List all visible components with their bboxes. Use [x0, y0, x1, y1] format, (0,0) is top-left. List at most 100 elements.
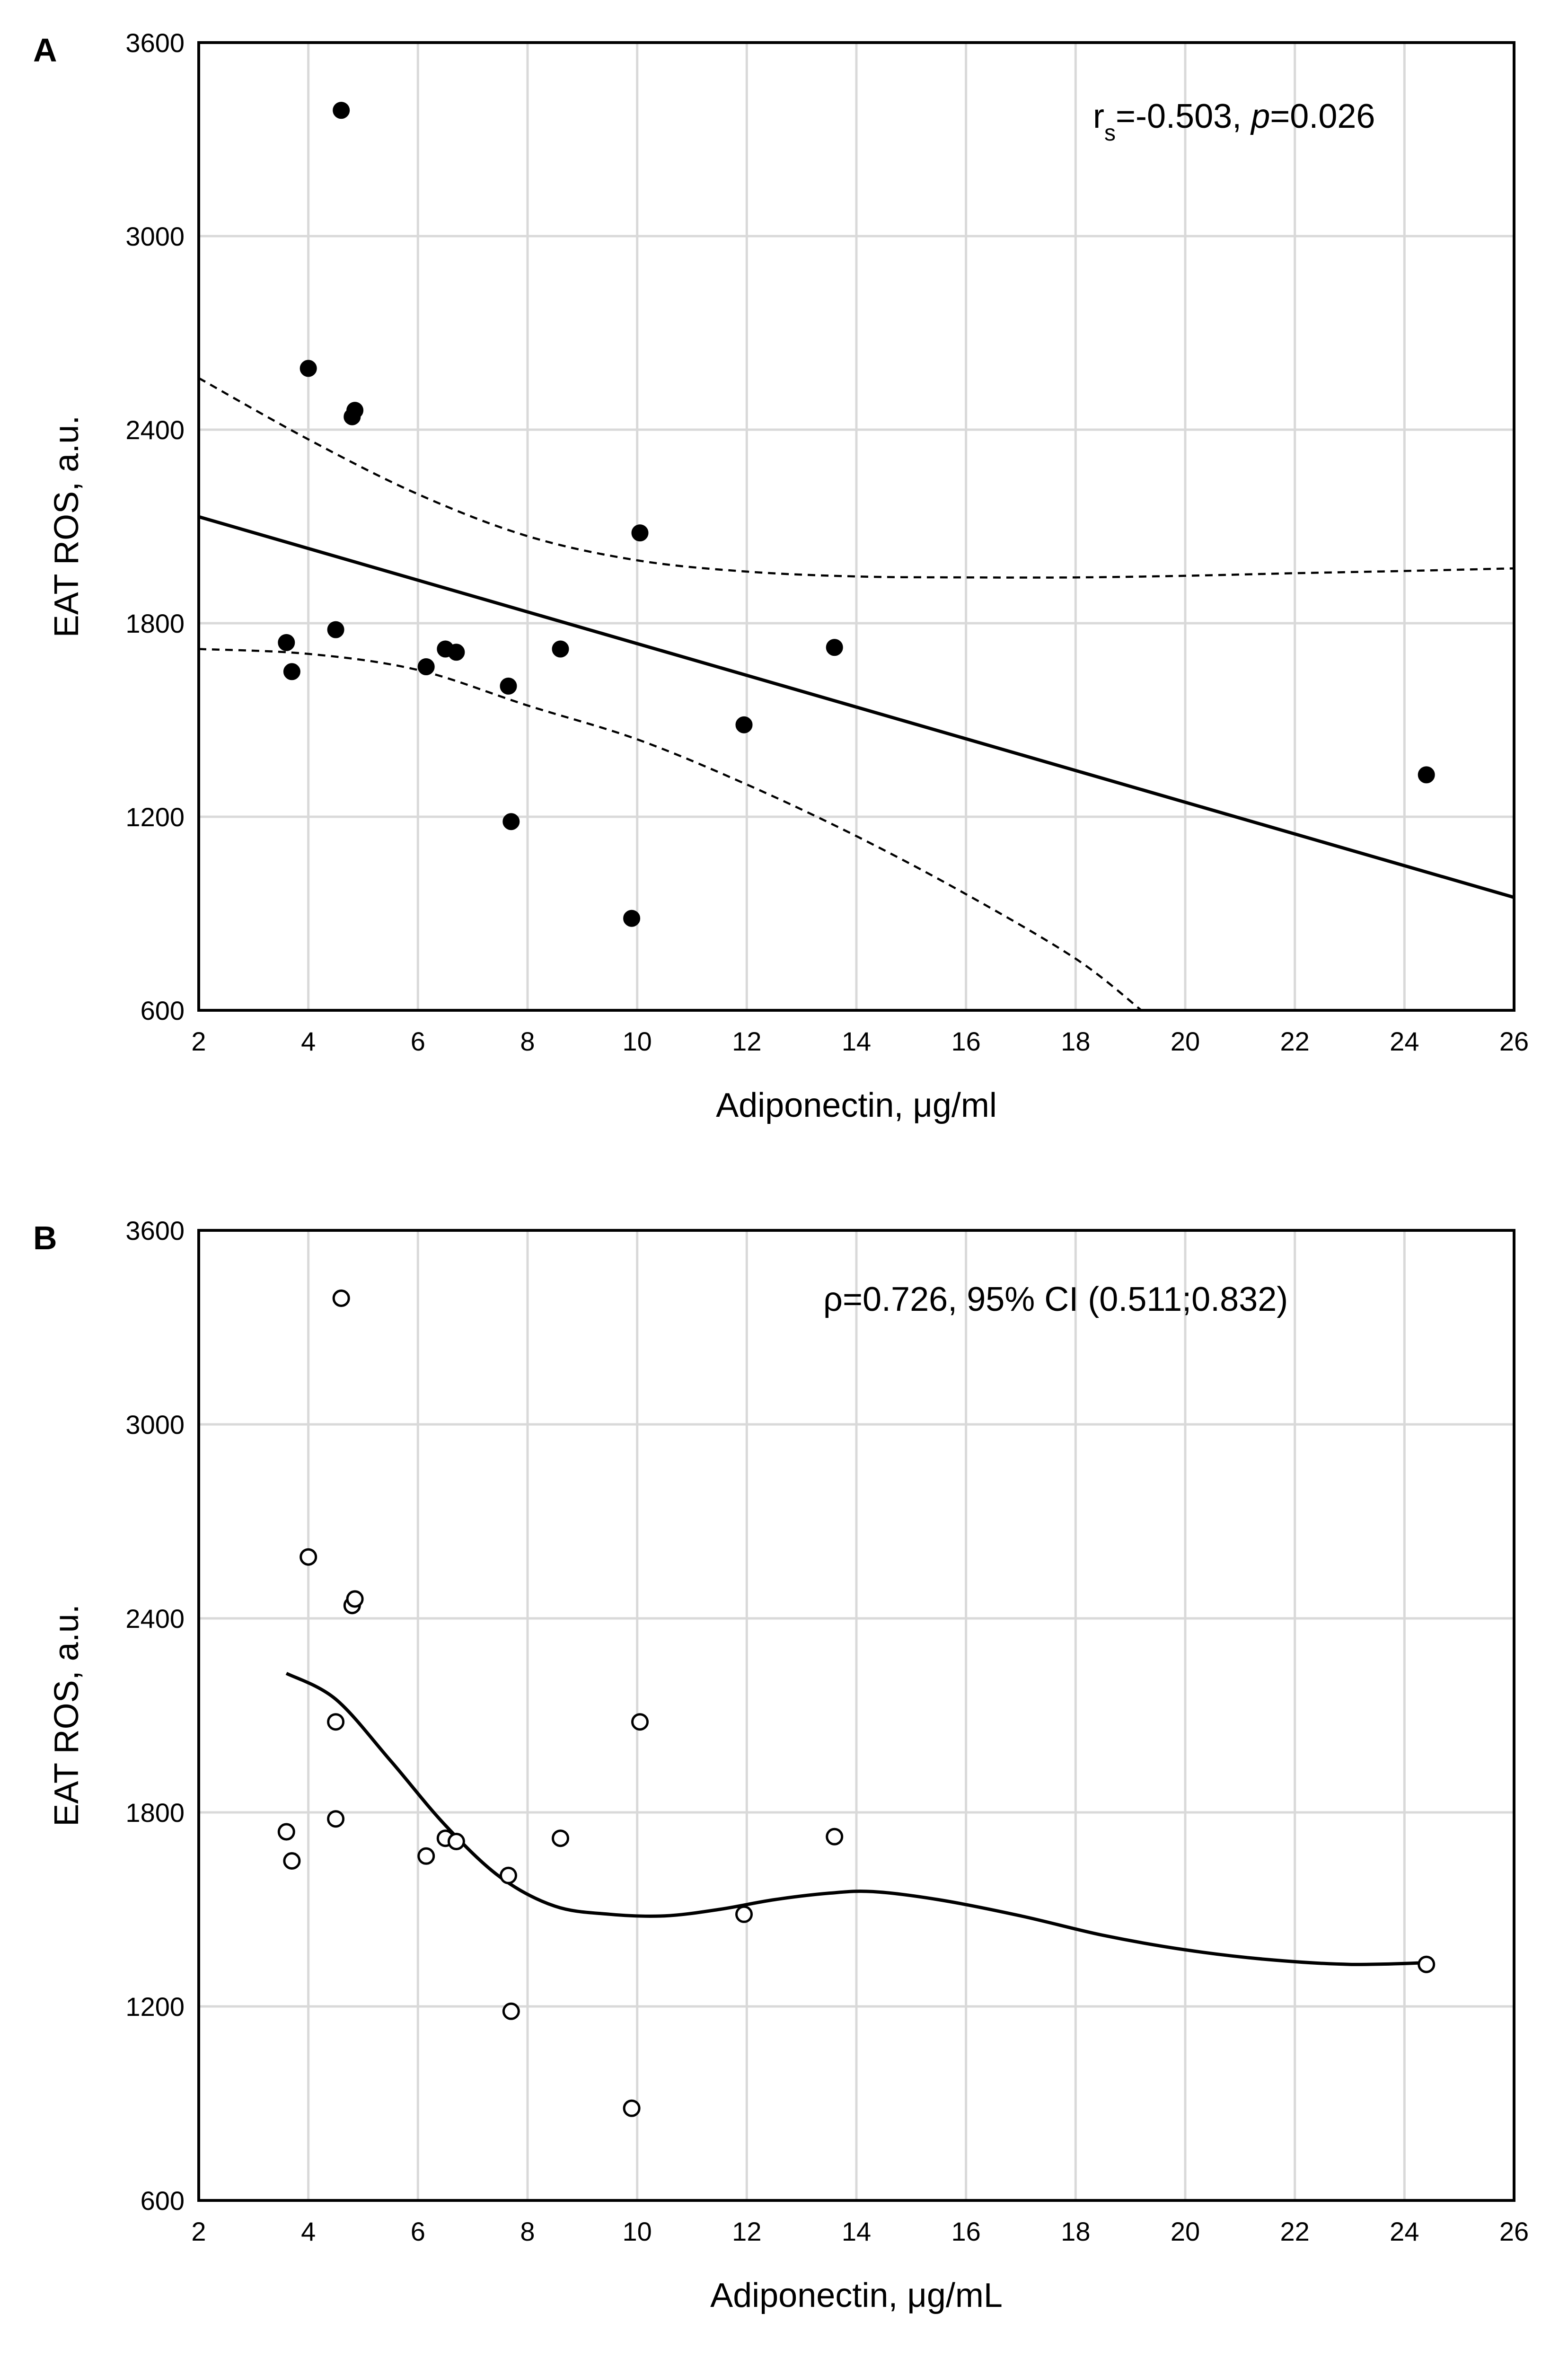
- data-point: [447, 1833, 465, 1850]
- x-tick-label: 8: [520, 2217, 535, 2246]
- data-point: [327, 621, 344, 638]
- panel-a-x-axis-title: Adiponectin, μg/ml: [716, 1086, 997, 1124]
- panel-a-regression-line: [198, 515, 1515, 899]
- panel-b-y-tick-labels: 600 1200 1800 2400 3000 3600: [125, 1216, 185, 2216]
- y-tick-label: 3600: [125, 28, 185, 58]
- data-point: [346, 1590, 364, 1608]
- x-tick-label: 14: [842, 2217, 871, 2246]
- y-tick-label: 3000: [125, 1410, 185, 1440]
- y-tick-label: 2400: [125, 415, 185, 445]
- y-tick-label: 3000: [125, 221, 185, 251]
- y-tick-label: 1200: [125, 802, 185, 832]
- data-point: [277, 1823, 295, 1841]
- smooth-fit-curve: [285, 1672, 1427, 1966]
- x-tick-label: 10: [623, 2217, 652, 2246]
- data-point: [300, 1548, 317, 1566]
- panel-a-correlation-annotation: rs=-0.503, p=0.026: [1093, 97, 1375, 146]
- data-point: [500, 677, 517, 695]
- panel-b-y-axis-title: EAT ROS, a.u.: [48, 1604, 86, 1827]
- confidence-band-upper: [198, 377, 1515, 579]
- confidence-band-lower: [198, 648, 1142, 1011]
- panel-b-letter: B: [33, 1219, 57, 1256]
- data-point: [333, 102, 350, 119]
- panel-a-points: [278, 102, 1435, 927]
- y-tick-label: 600: [141, 996, 185, 1025]
- data-point: [631, 524, 649, 542]
- panel-a-confidence-band: [198, 377, 1515, 1011]
- x-tick-label: 10: [623, 1026, 652, 1056]
- data-point: [327, 1810, 345, 1828]
- x-tick-label: 2: [191, 2217, 206, 2246]
- x-tick-label: 4: [301, 1026, 316, 1056]
- data-point: [826, 639, 843, 656]
- data-point: [631, 1713, 649, 1731]
- data-point: [417, 1847, 435, 1865]
- data-point: [552, 640, 569, 658]
- panel-b: B 2 4 6 8 10 12 14 16 18 20 22 24 26 600120018002400…: [33, 1216, 1529, 2314]
- annot-p-value: =0.026: [1270, 97, 1375, 135]
- panel-b-x-axis-title: Adiponectin, μg/mL: [710, 2277, 1003, 2314]
- annot-subscript-s: s: [1104, 121, 1116, 146]
- panel-b-smooth-curve: [285, 1672, 1427, 1966]
- data-point: [283, 663, 300, 680]
- x-tick-label: 4: [301, 2217, 316, 2246]
- x-tick-label: 24: [1390, 1026, 1419, 1056]
- panel-a-x-tick-labels: 2 4 6 8 10 12 14 16 18 20 22 24 26: [191, 1026, 1529, 1056]
- panel-a-letter: A: [33, 32, 57, 69]
- panel-a-grid: [197, 41, 1515, 1012]
- annot-p: p: [1250, 97, 1270, 135]
- panel-a-y-tick-labels: 600 1200 1800 2400 3000 3600: [125, 28, 185, 1025]
- data-point: [332, 1289, 350, 1307]
- x-tick-label: 6: [411, 1026, 425, 1056]
- x-tick-label: 26: [1499, 2217, 1529, 2246]
- annot-rho-value: =-0.503,: [1116, 97, 1251, 135]
- panel-a-frame: [197, 41, 1515, 1012]
- y-tick-label: 600: [141, 2186, 185, 2216]
- y-tick-label: 1200: [125, 1992, 185, 2022]
- data-point: [283, 1852, 301, 1870]
- data-point: [448, 644, 465, 661]
- x-tick-label: 16: [951, 2217, 981, 2246]
- x-tick-label: 20: [1171, 1026, 1200, 1056]
- data-point: [735, 1905, 753, 1923]
- x-tick-label: 18: [1061, 2217, 1090, 2246]
- panel-a-y-axis-title: EAT ROS, a.u.: [48, 415, 86, 638]
- y-tick-label: 3600: [125, 1216, 185, 1245]
- x-tick-label: 14: [842, 1026, 871, 1056]
- data-point: [623, 910, 641, 927]
- x-tick-label: 16: [951, 1026, 981, 1056]
- x-tick-label: 22: [1280, 1026, 1310, 1056]
- panel-b-grid: [197, 1229, 1515, 2202]
- x-tick-label: 2: [191, 1026, 206, 1056]
- x-tick-label: 24: [1390, 2217, 1419, 2246]
- regression-line: [198, 515, 1515, 899]
- data-point: [826, 1828, 844, 1846]
- panel-b-frame: [197, 1229, 1515, 2202]
- x-tick-label: 12: [732, 1026, 761, 1056]
- panel-a: A 2 4 6 8 10 12 14 16 18 20 22 24 26 600120018002400…: [33, 28, 1529, 1124]
- y-tick-label: 2400: [125, 1604, 185, 1634]
- y-tick-label: 1800: [125, 1798, 185, 1828]
- panel-b-correlation-annotation: ρ=0.726, 95% CI (0.511;0.832): [823, 1281, 1288, 1318]
- annot-r: r: [1093, 97, 1104, 135]
- x-tick-label: 22: [1280, 2217, 1310, 2246]
- x-tick-label: 18: [1061, 1026, 1090, 1056]
- x-tick-label: 8: [520, 1026, 535, 1056]
- data-point: [735, 716, 753, 733]
- data-point: [327, 1713, 345, 1731]
- data-point: [300, 360, 317, 377]
- data-point: [552, 1829, 569, 1847]
- panel-b-points: [277, 1289, 1436, 2117]
- data-point: [1418, 1955, 1436, 1973]
- data-point: [1418, 766, 1435, 784]
- x-tick-label: 6: [411, 2217, 425, 2246]
- data-point: [502, 813, 520, 830]
- data-point: [278, 634, 295, 651]
- x-tick-label: 12: [732, 2217, 761, 2246]
- data-point: [623, 2099, 641, 2117]
- data-point: [417, 658, 435, 675]
- x-tick-label: 26: [1499, 1026, 1529, 1056]
- x-tick-label: 20: [1171, 2217, 1200, 2246]
- panel-b-x-tick-labels: 2 4 6 8 10 12 14 16 18 20 22 24 26: [191, 2217, 1529, 2246]
